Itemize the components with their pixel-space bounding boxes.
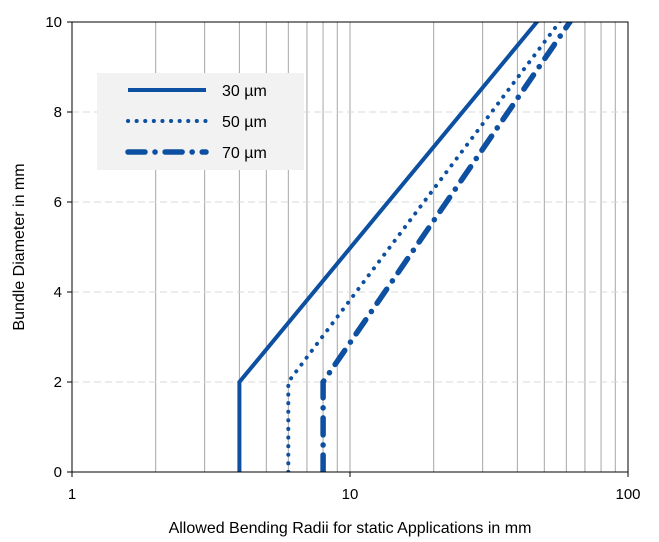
y-tick-label: 10 bbox=[45, 14, 62, 31]
y-axis-title: Bundle Diameter in mm bbox=[11, 163, 28, 330]
y-tick-label: 2 bbox=[54, 374, 62, 391]
axis-ticks: 0 2 4 6 8 10 1 10 100 bbox=[45, 14, 640, 503]
y-tick-label: 0 bbox=[54, 464, 62, 481]
legend: 30 µm 50 µm 70 µm bbox=[97, 73, 304, 170]
series-line-1 bbox=[237, 22, 540, 472]
series-layer bbox=[237, 22, 574, 472]
legend-label: 50 µm bbox=[222, 114, 267, 131]
legend-label: 30 µm bbox=[222, 83, 267, 100]
y-tick-label: 4 bbox=[54, 284, 62, 301]
series-line-3 bbox=[320, 22, 574, 472]
x-tick-label: 10 bbox=[342, 486, 359, 503]
x-axis-title: Allowed Bending Radii for static Applica… bbox=[169, 520, 532, 537]
legend-label: 70 µm bbox=[222, 145, 267, 162]
y-tick-label: 6 bbox=[54, 194, 62, 211]
x-tick-label: 1 bbox=[68, 486, 76, 503]
series-line-2 bbox=[286, 22, 563, 472]
x-tick-label: 100 bbox=[615, 486, 640, 503]
y-tick-label: 8 bbox=[54, 104, 62, 121]
